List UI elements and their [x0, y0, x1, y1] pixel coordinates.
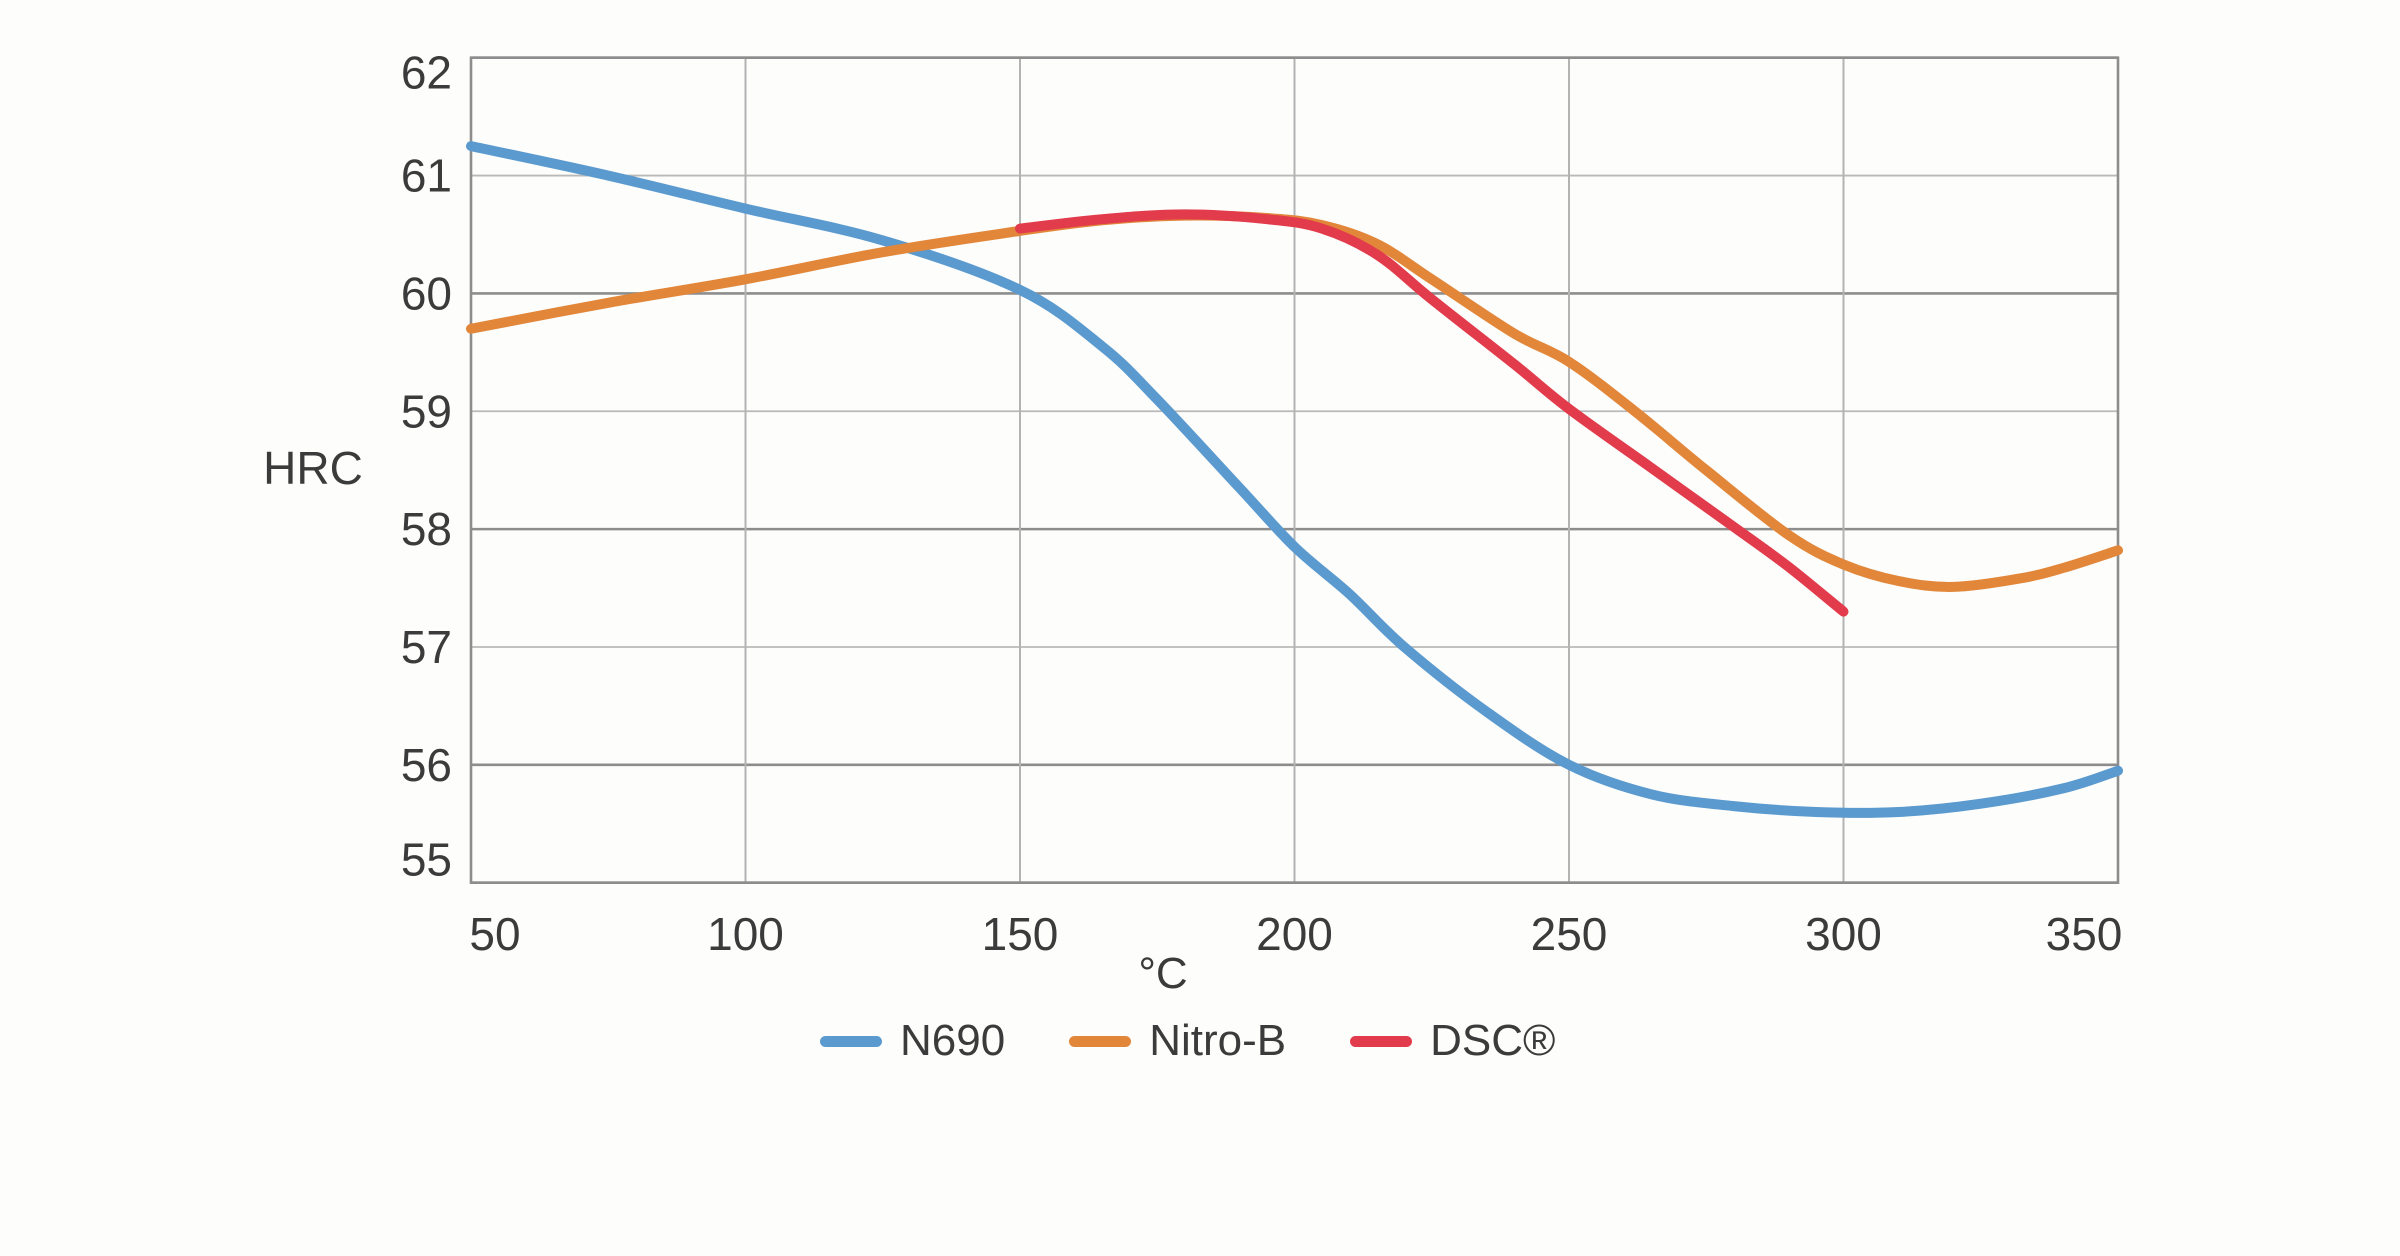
x-tick-label-250: 250 [1531, 908, 1608, 960]
y-tick-label-60: 60 [401, 267, 452, 319]
series-line-n690 [466, 141, 2123, 818]
y-tick-label-57: 57 [401, 621, 452, 673]
legend-label-n690: N690 [900, 1016, 1006, 1065]
x-tick-label-150: 150 [982, 908, 1059, 960]
x-tick-label-350: 350 [2046, 908, 2123, 960]
y-axis-title: HRC [263, 442, 363, 494]
series-line-nitrob [466, 210, 2123, 592]
y-tick-label-61: 61 [401, 150, 452, 202]
x-tick-label-50: 50 [469, 908, 520, 960]
y-tick-label-55: 55 [401, 834, 452, 886]
plot-border [469, 56, 2120, 885]
x-tick-label-200: 200 [1256, 908, 1333, 960]
chart-legend: N690 Nitro-B DSC® [820, 1016, 1555, 1066]
legend-swatch-nitrob [1069, 1035, 1132, 1047]
legend-item-n690: N690 [820, 1016, 1005, 1066]
legend-swatch-n690 [820, 1035, 882, 1047]
y-tick-label-59: 59 [401, 385, 452, 437]
legend-item-dsc: DSC® [1350, 1016, 1555, 1066]
series-line-dsc [1015, 209, 1849, 617]
y-tick-label-58: 58 [401, 503, 452, 555]
legend-item-nitrob: Nitro-B [1069, 1016, 1286, 1066]
x-axis-title: °C [1138, 949, 1188, 998]
y-tick-label-62: 62 [401, 47, 452, 99]
legend-label-dsc: DSC® [1430, 1016, 1556, 1065]
x-tick-label-100: 100 [707, 908, 784, 960]
legend-label-nitrob: Nitro-B [1149, 1016, 1287, 1065]
legend-swatch-dsc [1350, 1035, 1413, 1047]
x-tick-label-300: 300 [1805, 908, 1882, 960]
y-tick-label-56: 56 [401, 739, 452, 791]
